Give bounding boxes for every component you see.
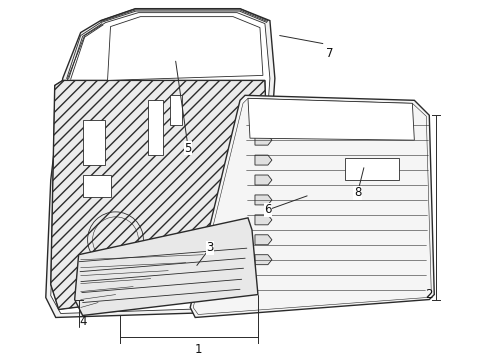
Polygon shape [248,98,415,140]
Bar [83,120,104,165]
Polygon shape [255,255,272,265]
Polygon shape [255,135,272,145]
Polygon shape [51,13,270,314]
Text: 3: 3 [206,241,214,254]
Text: 4: 4 [79,315,86,328]
Bar [148,100,163,155]
Text: 1: 1 [195,343,202,356]
Polygon shape [46,9,275,318]
Text: 5: 5 [185,141,192,155]
Polygon shape [255,215,272,225]
Polygon shape [190,95,434,318]
Polygon shape [74,218,258,315]
Polygon shape [255,115,272,125]
Text: 8: 8 [354,186,361,199]
Text: 6: 6 [264,203,271,216]
Polygon shape [51,80,268,310]
Polygon shape [255,155,272,165]
Bar [171,95,182,125]
Polygon shape [255,175,272,185]
Polygon shape [107,17,263,80]
Bar [83,175,111,197]
Bar [344,158,399,180]
Polygon shape [255,235,272,245]
Text: 7: 7 [326,47,333,60]
Text: 2: 2 [425,288,433,301]
Polygon shape [255,195,272,205]
